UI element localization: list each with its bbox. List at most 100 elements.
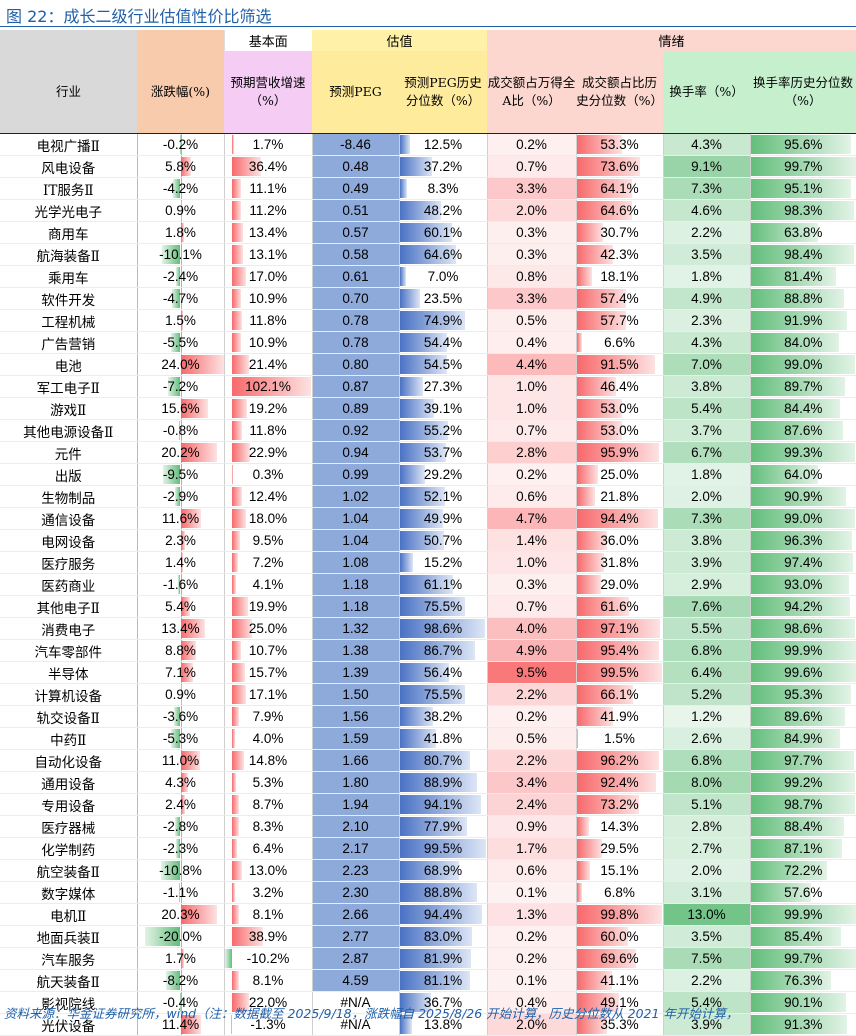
cell-peg: 0.51: [312, 200, 399, 222]
cell-value: 4.7%: [488, 508, 576, 529]
cell-turnover-percentile: 99.0%: [750, 508, 856, 530]
cell-amount-percentile: 57.4%: [576, 288, 663, 310]
cell-peg: 0.78: [312, 332, 399, 354]
cell-value: 24.0%: [138, 354, 224, 375]
cell-value: 1.7%: [225, 134, 312, 155]
cell-industry: 广告营销: [0, 332, 137, 354]
cell-value: 74.9%: [400, 310, 487, 331]
cell-amount-percentile: 15.1%: [576, 860, 663, 882]
cell-amount-share: 0.5%: [487, 310, 576, 332]
cell-value: -0.4%: [138, 992, 224, 1013]
cell-value: 4.6%: [664, 200, 750, 221]
cell-peg-percentile: 36.7%: [399, 992, 487, 1014]
cell-industry: 电视广播Ⅱ: [0, 134, 137, 156]
cell-amount-percentile: 41.1%: [576, 970, 663, 992]
cell-peg: 2.77: [312, 926, 399, 948]
cell-value: 3.1%: [664, 882, 750, 903]
group-valuation: 估值: [312, 30, 487, 51]
cell-amount-share: 2.4%: [487, 794, 576, 816]
cell-peg-percentile: 86.7%: [399, 640, 487, 662]
cell-industry: 数字媒体: [0, 882, 137, 904]
cell-turnover: 5.4%: [663, 992, 750, 1014]
cell-value: 1.8%: [664, 266, 750, 287]
cell-value: 52.1%: [400, 486, 487, 507]
cell-turnover-percentile: 99.2%: [750, 772, 856, 794]
cell-value: 2.0%: [488, 200, 576, 221]
cell-value: 95.1%: [751, 178, 856, 199]
cell-value: -2.9%: [138, 486, 224, 507]
cell-change: -2.4%: [137, 266, 224, 288]
cell-value: 0.2%: [488, 464, 576, 485]
header-amount-percentile: 成交额占比历史分位数（%）: [576, 51, 663, 134]
cell-amount-share: 3.3%: [487, 178, 576, 200]
cell-turnover-percentile: 99.7%: [750, 156, 856, 178]
cell-peg-percentile: 88.9%: [399, 772, 487, 794]
cell-amount-percentile: 66.1%: [576, 684, 663, 706]
cell-value: 64.1%: [577, 178, 663, 199]
cell-growth: 102.1%: [224, 376, 312, 398]
cell-value: 1.8%: [138, 222, 224, 243]
cell-value: 48.2%: [400, 200, 487, 221]
cell-value: 14.3%: [577, 816, 663, 837]
cell-value: 1.2%: [664, 706, 750, 727]
cell-turnover-percentile: 91.9%: [750, 310, 856, 332]
cell-value: 54.5%: [400, 354, 487, 375]
cell-value: 13.4%: [138, 618, 224, 639]
cell-peg: 1.32: [312, 618, 399, 640]
cell-value: 0.3%: [488, 222, 576, 243]
cell-turnover-percentile: 98.3%: [750, 200, 856, 222]
cell-value: 19.2%: [225, 398, 312, 419]
cell-value: 89.7%: [751, 376, 856, 397]
cell-value: 91.9%: [751, 310, 856, 331]
cell-amount-share: 0.2%: [487, 464, 576, 486]
cell-value: 15.1%: [577, 860, 663, 881]
cell-industry: 元件: [0, 442, 137, 464]
cell-turnover-percentile: 90.9%: [750, 486, 856, 508]
cell-value: 1.0%: [488, 376, 576, 397]
cell-amount-percentile: 6.8%: [576, 882, 663, 904]
cell-industry: 地面兵装Ⅱ: [0, 926, 137, 948]
cell-value: 53.3%: [577, 134, 663, 155]
cell-value: 99.9%: [751, 640, 856, 661]
cell-amount-share: 0.3%: [487, 574, 576, 596]
cell-value: -0.8%: [138, 420, 224, 441]
cell-industry: 光学光电子: [0, 200, 137, 222]
cell-peg: 0.58: [312, 244, 399, 266]
cell-value: 88.9%: [400, 772, 487, 793]
cell-peg-percentile: 88.8%: [399, 882, 487, 904]
cell-value: 6.8%: [577, 882, 663, 903]
cell-value: 29.2%: [400, 464, 487, 485]
cell-value: 12.4%: [225, 486, 312, 507]
cell-value: 6.8%: [664, 750, 750, 771]
cell-amount-share: 0.7%: [487, 420, 576, 442]
cell-value: 63.8%: [751, 222, 856, 243]
cell-peg: 1.08: [312, 552, 399, 574]
cell-growth: 15.7%: [224, 662, 312, 684]
cell-change: -10.1%: [137, 244, 224, 266]
cell-amount-share: 0.4%: [487, 332, 576, 354]
cell-value: 41.8%: [400, 728, 487, 749]
cell-value: 1.5%: [138, 310, 224, 331]
cell-change: 1.7%: [137, 948, 224, 970]
cell-turnover-percentile: 99.7%: [750, 948, 856, 970]
cell-value: 94.4%: [577, 508, 663, 529]
cell-value: 15.7%: [225, 662, 312, 683]
header-change: 涨跌幅(%): [137, 51, 224, 134]
cell-turnover: 1.2%: [663, 706, 750, 728]
cell-industry: 电机Ⅱ: [0, 904, 137, 926]
cell-growth: 4.1%: [224, 574, 312, 596]
cell-growth: 10.9%: [224, 332, 312, 354]
cell-turnover-percentile: 87.1%: [750, 838, 856, 860]
cell-value: 15.2%: [400, 552, 487, 573]
cell-value: 4.9%: [664, 288, 750, 309]
cell-peg-percentile: 38.2%: [399, 706, 487, 728]
cell-value: 60.0%: [577, 926, 663, 947]
cell-value: 64.6%: [577, 200, 663, 221]
